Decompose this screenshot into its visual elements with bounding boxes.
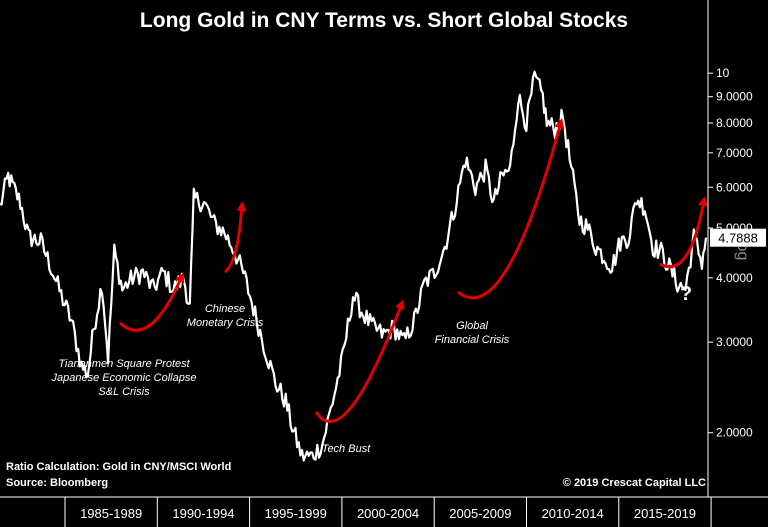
x-period-label: 2015-2019 [634,506,696,521]
y-tick-label: 8.0000 [716,116,753,130]
annotation-1989-line2: Japanese Economic Collapse [51,372,197,384]
arrow-2008 [457,118,565,300]
x-period-label: 1985-1989 [80,506,142,521]
y-tick-label: 3.0000 [716,335,753,349]
chart-title: Long Gold in CNY Terms vs. Short Global … [140,9,628,32]
x-period-label: 2000-2004 [357,506,419,521]
last-value-label: 4.7888 [718,231,758,246]
y-tick-label: 10 [716,66,730,80]
annotation-1994-line1: Chinese [205,303,245,315]
annotation-question-mark: ? [680,283,692,305]
arrow-1994 [223,201,247,274]
y-tick-label: 7.0000 [716,146,753,160]
series-line [0,70,708,462]
arrow-2001 [314,299,405,423]
annotation-1994-line2: Monetary Crisis [187,317,264,329]
x-period-label: 2010-2014 [542,506,604,521]
x-period-label: 1990-1994 [172,506,234,521]
x-axis-periods: 1985-1989 1990-1994 1995-1999 2000-2004 2005… [64,497,712,527]
footnote-copyright: © 2019 Crescat Capital LLC [563,477,706,489]
last-value-badge: 4.7888 [710,228,766,247]
footnote-source: Source: Bloomberg [6,477,108,489]
y-tick-label: 6.0000 [716,180,753,194]
y-tick-label: 4.0000 [716,271,753,285]
annotation-gfc-line2: Financial Crisis [435,334,510,346]
arrow-2018 [659,196,708,269]
x-period-label: 1995-1999 [265,506,327,521]
x-period-label: 2005-2009 [449,506,511,521]
footnote-ratio: Ratio Calculation: Gold in CNY/MSCI Worl… [6,461,231,473]
y-tick-label: 9.0000 [716,90,753,104]
annotation-1989-line3: S&L Crisis [98,386,150,398]
arrow-1989 [118,272,185,332]
annotation-techbust: Tech Bust [322,443,371,455]
y-tick-label: 2.0000 [716,426,753,440]
annotation-gfc-line1: Global [456,320,488,332]
annotation-1989-line1: Tiananmen Square Protest [58,358,190,370]
